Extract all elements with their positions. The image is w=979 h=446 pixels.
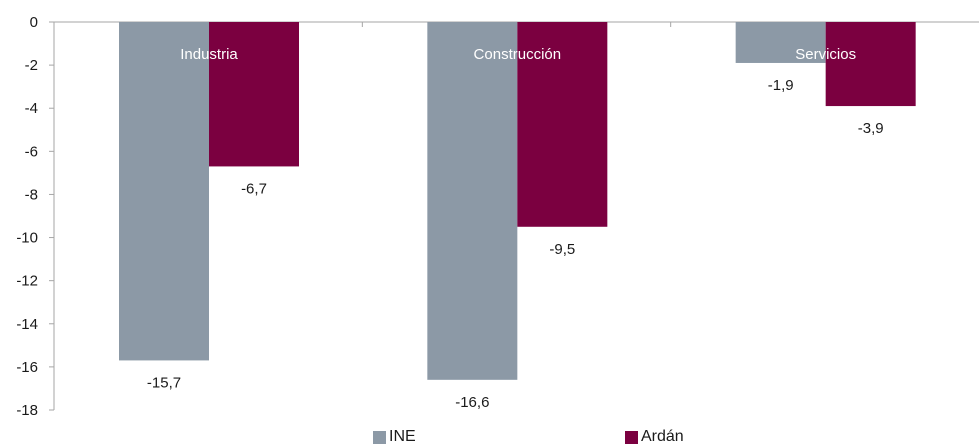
bar-ine-0	[119, 22, 209, 361]
y-tick-label: -8	[25, 186, 38, 203]
data-label: -3,9	[858, 120, 884, 137]
bar-ardn-1	[517, 22, 608, 227]
legend-label-ardan: Ardán	[641, 428, 684, 445]
y-tick-label: -6	[25, 143, 38, 160]
category-label: Construcción	[474, 46, 562, 63]
y-tick-label: -2	[25, 57, 38, 74]
y-tick-label: -10	[16, 230, 38, 247]
legend: INE Ardán	[0, 424, 979, 446]
y-tick-label: 0	[30, 14, 38, 31]
legend-item-ardan: Ardán	[625, 428, 684, 446]
data-label: -6,7	[241, 180, 267, 197]
data-label: -9,5	[549, 241, 575, 258]
y-tick-label: -4	[25, 100, 38, 117]
legend-swatch-ardan	[625, 430, 638, 444]
legend-item-ine: INE	[373, 428, 416, 446]
bar-chart: 0 -2 -4 -6 -8 -10 -12 -14 -16 -18 -15,7 -6,7 Indust…	[16, 14, 979, 419]
bar-ine-1	[427, 22, 518, 380]
data-label: -15,7	[147, 374, 181, 391]
y-tick-label: -14	[16, 316, 38, 333]
legend-swatch-ine	[373, 430, 386, 444]
legend-label-ine: INE	[389, 428, 416, 445]
category-label: Industria	[180, 46, 238, 63]
y-tick-label: -16	[16, 359, 38, 376]
bar-ardn-0	[209, 22, 299, 167]
y-tick-label: -12	[16, 273, 38, 290]
y-tick-label: -18	[16, 402, 38, 419]
data-label: -16,6	[455, 394, 489, 411]
labels: -15,7 -6,7 Industria -16,6 -9,5 Construcción -…	[147, 46, 884, 411]
bars	[119, 22, 916, 380]
category-label: Servicios	[795, 46, 856, 63]
data-label: -1,9	[768, 77, 794, 94]
bar-ardn-2	[825, 22, 916, 107]
bar-ine-2	[735, 22, 826, 63]
